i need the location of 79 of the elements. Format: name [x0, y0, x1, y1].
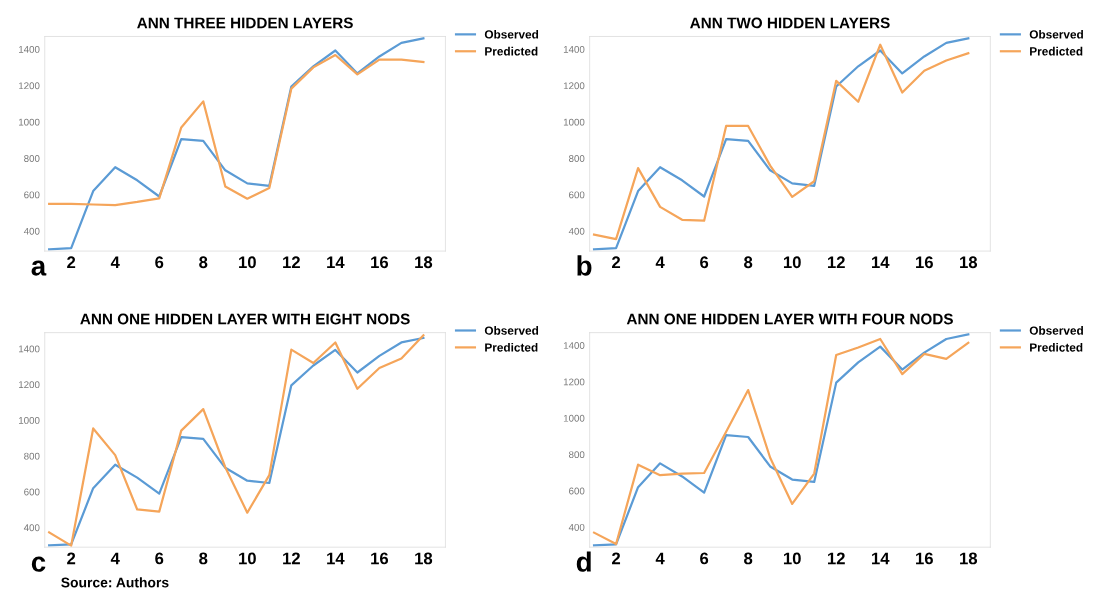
x-tick-label: 14 [327, 256, 345, 269]
x-tick-label: 10 [239, 256, 256, 269]
y-tick-label: 800 [569, 155, 585, 162]
chart-title: ANN TWO HIDDEN LAYERS [690, 17, 890, 29]
x-tick-label: 12 [828, 256, 845, 269]
x-tick-label: 2 [67, 256, 76, 269]
x-tick-label: 12 [283, 552, 300, 565]
x-tick-label: 2 [612, 552, 621, 565]
y-tick-label: 1400 [563, 342, 585, 349]
x-tick-label: 18 [415, 256, 433, 269]
x-tick-label: 12 [283, 256, 300, 269]
y-tick-label: 400 [23, 227, 40, 235]
text: c [31, 556, 46, 572]
legend-label: Predicted [1030, 46, 1083, 56]
text: b [577, 255, 592, 276]
x-tick-label: 12 [828, 552, 845, 565]
x-tick-label: 2 [612, 256, 621, 269]
source-note: Source: Authors [61, 577, 169, 588]
x-tick-label: 4 [655, 552, 665, 565]
y-tick-label: 800 [24, 155, 40, 162]
x-tick-label: 10 [783, 256, 801, 269]
line-series [48, 53, 425, 207]
x-tick-label: 14 [872, 552, 890, 565]
x-tick-label: 16 [916, 552, 933, 565]
y-tick-label: 1000 [563, 414, 585, 422]
x-tick-label: 6 [155, 552, 164, 565]
chart-title: ANN ONE HIDDEN LAYER WITH EIGHT NODS [80, 313, 410, 325]
chart-title: ANN THREE HIDDEN LAYERS [137, 17, 353, 29]
y-tick-label: 600 [24, 488, 40, 496]
x-tick-label: 16 [371, 552, 389, 565]
x-tick-label: 4 [110, 552, 120, 565]
y-tick-label: 1000 [563, 118, 585, 126]
y-tick-label: 1400 [19, 345, 40, 353]
y-tick-label: 1000 [19, 416, 40, 424]
y-tick-label: 1400 [19, 45, 40, 53]
y-tick-label: 600 [569, 191, 585, 199]
y-tick-label: 600 [24, 191, 40, 199]
legend-label: Predicted [485, 342, 538, 352]
x-tick-label: 18 [960, 256, 978, 269]
legend-label: Observed [1029, 29, 1083, 39]
x-tick-label: 2 [67, 552, 76, 565]
x-tick-label: 8 [199, 552, 208, 565]
x-tick-label: 6 [155, 256, 164, 269]
x-tick-label: 10 [783, 552, 801, 565]
y-tick-label: 1200 [19, 82, 40, 90]
x-tick-label: 4 [655, 256, 665, 269]
y-tick-label: 1200 [563, 82, 585, 90]
y-tick-label: 400 [568, 523, 585, 531]
x-tick-label: 6 [700, 256, 709, 269]
x-tick-label: 14 [327, 552, 345, 565]
y-tick-label: 400 [23, 524, 40, 532]
x-tick-label: 16 [916, 256, 933, 269]
x-tick-label: 14 [872, 256, 890, 269]
legend-label: Observed [484, 29, 539, 39]
legend-label: Predicted [1030, 342, 1083, 352]
x-tick-label: 10 [239, 552, 256, 565]
y-tick-label: 1200 [19, 381, 40, 389]
y-tick-label: 600 [569, 487, 585, 495]
x-tick-label: 4 [110, 256, 120, 269]
x-tick-label: 8 [199, 256, 208, 269]
legend-label: Predicted [485, 46, 538, 56]
legend-label: Observed [484, 326, 539, 335]
x-tick-label: 8 [744, 256, 753, 269]
chart-title: ANN ONE HIDDEN LAYER WITH FOUR NODS [626, 313, 953, 325]
text: d [576, 551, 591, 572]
x-tick-label: 18 [415, 552, 433, 565]
x-tick-label: 8 [744, 552, 753, 565]
y-tick-label: 800 [569, 451, 585, 459]
y-tick-label: 1200 [563, 378, 585, 386]
y-tick-label: 1000 [19, 118, 40, 126]
x-tick-label: 6 [700, 552, 709, 565]
line-series [48, 37, 425, 251]
x-tick-label: 18 [960, 552, 978, 565]
text: a [31, 260, 47, 276]
y-tick-label: 400 [568, 227, 585, 235]
x-tick-label: 16 [371, 256, 389, 269]
y-tick-label: 800 [24, 452, 40, 460]
y-tick-label: 1400 [563, 45, 585, 53]
legend-label: Observed [1029, 326, 1083, 335]
